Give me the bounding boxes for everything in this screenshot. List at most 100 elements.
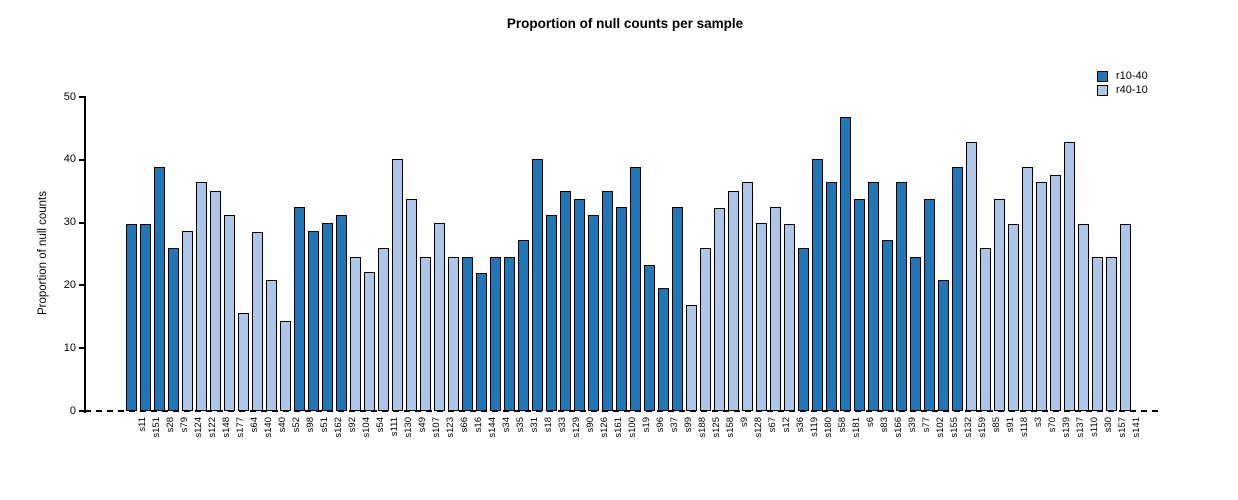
chart-title: Proportion of null counts per sample	[506, 16, 744, 31]
bar-s129	[560, 191, 571, 411]
bar-s19	[630, 166, 641, 411]
x-tick-label: s85	[990, 417, 1002, 433]
x-tick-label: s96	[654, 417, 666, 433]
x-tick-label: s92	[346, 417, 358, 433]
x-tick-label: s58	[836, 417, 848, 433]
x-tick-label: s52	[290, 417, 302, 433]
bar-s34	[490, 256, 501, 411]
y-tick-label: 40	[63, 153, 76, 166]
x-tick-label: s126	[598, 417, 610, 438]
x-tick-label: s180	[822, 417, 834, 438]
x-tick-label: s34	[500, 417, 512, 433]
x-tick-label: s70	[1046, 417, 1058, 433]
y-tick-label: 30	[63, 216, 76, 229]
y-axis-tick	[79, 221, 85, 224]
bar-s79	[168, 247, 179, 411]
x-tick-label: s155	[948, 417, 960, 438]
bar-s141	[1120, 223, 1131, 411]
x-tick-label: s77	[920, 417, 932, 433]
y-axis-tick	[79, 410, 85, 412]
bar-s158	[714, 207, 725, 411]
bar-s66	[448, 256, 459, 411]
bar-s96	[644, 264, 655, 411]
bar-s49	[406, 198, 417, 411]
zero-baseline-dashed-line	[85, 410, 1163, 412]
bar-s148	[210, 191, 221, 411]
bar-s9	[728, 191, 739, 411]
bar-s77	[910, 256, 921, 411]
bar-s180	[812, 158, 823, 411]
bar-s3	[1022, 166, 1033, 411]
x-tick-label: s49	[416, 417, 428, 433]
x-tick-label: s31	[528, 417, 540, 433]
bar-s33	[546, 215, 557, 411]
x-tick-label: s111	[388, 417, 400, 437]
bar-s181	[840, 117, 851, 411]
bar-s125	[700, 247, 711, 411]
legend-label-r10-40: r10-40	[1116, 70, 1148, 82]
bar-s83	[868, 182, 879, 411]
bar-s28	[154, 166, 165, 411]
x-tick-label: s37	[668, 417, 680, 433]
x-tick-label: s141	[1130, 417, 1142, 438]
x-tick-label: s151	[150, 417, 162, 438]
bar-s111	[378, 247, 389, 411]
x-tick-label: s140	[262, 417, 274, 438]
x-tick-label: s19	[640, 417, 652, 433]
bar-s126	[588, 215, 599, 411]
y-axis-tick	[79, 347, 85, 350]
bar-s37	[658, 287, 669, 411]
x-tick-label: s51	[318, 417, 330, 433]
bar-s52	[280, 321, 291, 411]
x-tick-label: s66	[458, 417, 470, 433]
y-axis-tick	[79, 284, 85, 287]
x-tick-label: s130	[402, 417, 414, 438]
bar-s92	[336, 215, 347, 411]
bar-s40	[266, 280, 277, 411]
x-tick-label: s100	[626, 417, 638, 438]
bar-s144	[476, 272, 487, 411]
bar-s107	[420, 256, 431, 411]
x-tick-label: s12	[780, 417, 792, 433]
bar-s140	[252, 232, 263, 411]
bar-s155	[938, 280, 949, 411]
x-tick-label: s104	[360, 417, 372, 438]
x-tick-label: s40	[276, 417, 288, 433]
x-tick-label: s35	[514, 417, 526, 433]
bar-s64	[238, 313, 249, 411]
bar-s18	[532, 158, 543, 411]
bar-s98	[294, 206, 305, 411]
legend-item-r40-10: r40-10	[1097, 83, 1148, 97]
x-tick-label: s188	[696, 417, 708, 438]
x-tick-label: s124	[192, 417, 204, 438]
x-tick-label: s122	[206, 417, 218, 438]
bar-s31	[518, 239, 529, 411]
x-tick-label: s6	[864, 417, 876, 428]
x-tick-label: s158	[724, 417, 736, 438]
x-tick-label: s90	[584, 417, 596, 433]
bar-s51	[308, 231, 319, 411]
x-tick-label: s107	[430, 417, 442, 438]
bar-s162	[322, 223, 333, 411]
y-tick-label: 10	[63, 341, 76, 354]
y-tick-label: 0	[69, 404, 76, 417]
bar-s100	[616, 206, 627, 411]
x-tick-label: s99	[682, 417, 694, 433]
bar-s91	[994, 199, 1005, 411]
bar-s166	[882, 239, 893, 411]
bar-s30	[1092, 256, 1103, 411]
y-axis-tick	[79, 96, 85, 98]
legend-swatch-r10-40	[1097, 70, 1108, 82]
x-tick-label: s157	[1116, 417, 1128, 438]
x-tick-label: s123	[444, 417, 456, 438]
y-axis-tick	[79, 158, 85, 161]
x-tick-label: s18	[542, 417, 554, 433]
x-tick-label: s118	[1018, 417, 1030, 437]
x-tick-label: s144	[486, 417, 498, 438]
bar-s188	[686, 304, 697, 411]
x-tick-label: s125	[710, 417, 722, 438]
x-tick-label: s139	[1060, 417, 1072, 438]
bar-s67	[756, 223, 767, 411]
bar-s161	[602, 191, 613, 411]
x-tick-label: s54	[374, 417, 386, 433]
